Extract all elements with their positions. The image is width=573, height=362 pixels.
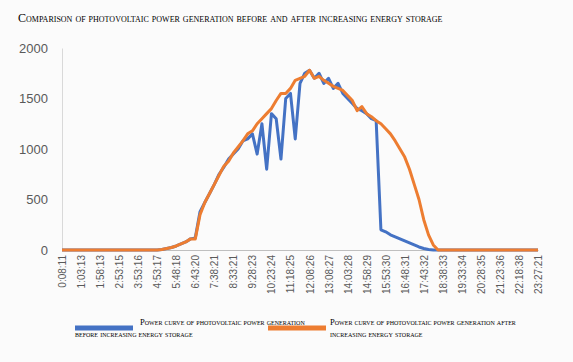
x-tick-label: 16:48:31 bbox=[400, 255, 411, 294]
x-tick: 14:03:28 bbox=[343, 250, 354, 294]
y-tick: 2000 bbox=[19, 41, 62, 56]
x-tick: 12:08:26 bbox=[305, 250, 316, 294]
x-tick-label: 21:23:36 bbox=[495, 255, 506, 294]
x-tick: 1:58:13 bbox=[95, 250, 106, 288]
x-tick-label: 23:27:21 bbox=[533, 255, 544, 294]
legend: Power curve of photovoltaic power genera… bbox=[75, 317, 516, 339]
background bbox=[0, 0, 573, 362]
plot-area bbox=[62, 70, 538, 250]
x-tick-label: 1:58:13 bbox=[95, 255, 106, 289]
x-tick-label: 7:38:21 bbox=[209, 255, 220, 289]
x-tick: 17:43:32 bbox=[419, 250, 430, 294]
y-tick: 1000 bbox=[19, 142, 62, 157]
x-tick-label: 6:43:20 bbox=[190, 255, 201, 289]
x-tick: 6:43:20 bbox=[190, 250, 201, 288]
x-tick-label: 18:38:33 bbox=[438, 255, 449, 294]
legend-swatch bbox=[268, 326, 326, 331]
x-tick-label: 9:28:23 bbox=[247, 255, 258, 289]
x-tick-label: 0:08:11 bbox=[57, 255, 68, 288]
x-tick: 3:53:16 bbox=[133, 250, 144, 288]
x-tick-label: 11:18:25 bbox=[285, 255, 296, 294]
x-tick-label: 8:33:21 bbox=[228, 255, 239, 289]
x-tick: 14:58:29 bbox=[362, 250, 373, 294]
x-tick-label: 5:48:18 bbox=[171, 255, 182, 289]
x-tick: 20:28:35 bbox=[476, 250, 487, 294]
series-line bbox=[62, 70, 538, 250]
x-tick: 0:08:11 bbox=[57, 250, 68, 288]
x-tick: 2:53:15 bbox=[114, 250, 125, 288]
x-tick-label: 2:53:15 bbox=[114, 255, 125, 289]
y-axis: 0 500 1000 1500 2000 bbox=[19, 41, 62, 258]
x-tick-label: 14:58:29 bbox=[362, 255, 373, 294]
x-tick-label: 19:33:34 bbox=[457, 255, 468, 294]
x-tick: 19:33:34 bbox=[457, 250, 468, 294]
x-tick: 15:53:30 bbox=[381, 250, 392, 294]
x-axis: 0:08:11 1:03:13 1:58:13 2:53:15 3:53:16 4:53:… bbox=[57, 250, 544, 294]
x-tick: 11:18:25 bbox=[285, 250, 296, 293]
y-tick: 500 bbox=[26, 192, 62, 207]
x-tick: 8:33:21 bbox=[228, 250, 239, 288]
x-tick: 4:53:17 bbox=[152, 250, 163, 288]
series-line bbox=[62, 70, 538, 250]
y-tick-label: 500 bbox=[26, 192, 48, 207]
x-tick-label: 13:08:27 bbox=[324, 255, 335, 294]
x-tick: 13:08:27 bbox=[324, 250, 335, 294]
x-tick: 1:03:13 bbox=[76, 250, 87, 288]
y-tick-label: 0 bbox=[41, 243, 48, 258]
y-axis-line bbox=[62, 49, 63, 251]
x-tick: 7:38:21 bbox=[209, 250, 220, 288]
x-tick-label: 3:53:16 bbox=[133, 255, 144, 289]
x-tick-label: 17:43:32 bbox=[419, 255, 430, 294]
x-tick-label: 14:03:28 bbox=[343, 255, 354, 294]
y-tick-label: 1000 bbox=[19, 142, 48, 157]
chart: Comparison of photovoltaic power generat… bbox=[0, 0, 573, 362]
x-tick: 10:23:24 bbox=[266, 250, 277, 294]
x-tick-label: 20:28:35 bbox=[476, 255, 487, 294]
x-tick: 21:23:36 bbox=[495, 250, 506, 294]
x-tick: 18:38:33 bbox=[438, 250, 449, 294]
x-tick: 22:18:38 bbox=[514, 250, 525, 294]
x-tick-label: 22:18:38 bbox=[514, 255, 525, 294]
x-tick: 16:48:31 bbox=[400, 250, 411, 294]
x-tick-label: 12:08:26 bbox=[305, 255, 316, 294]
x-tick-label: 15:53:30 bbox=[381, 255, 392, 294]
y-tick-label: 2000 bbox=[19, 41, 48, 56]
x-tick: 5:48:18 bbox=[171, 250, 182, 288]
x-tick-label: 10:23:24 bbox=[266, 255, 277, 294]
y-tick-label: 1500 bbox=[19, 91, 48, 106]
x-tick-label: 4:53:17 bbox=[152, 255, 163, 289]
title: Comparison of photovoltaic power generat… bbox=[18, 11, 443, 25]
y-tick: 1500 bbox=[19, 91, 62, 106]
x-tick: 23:27:21 bbox=[533, 250, 544, 294]
x-tick: 9:28:23 bbox=[247, 250, 258, 288]
x-tick-label: 1:03:13 bbox=[76, 255, 87, 289]
legend-label: Power curve of photovoltaic power genera… bbox=[330, 317, 516, 339]
